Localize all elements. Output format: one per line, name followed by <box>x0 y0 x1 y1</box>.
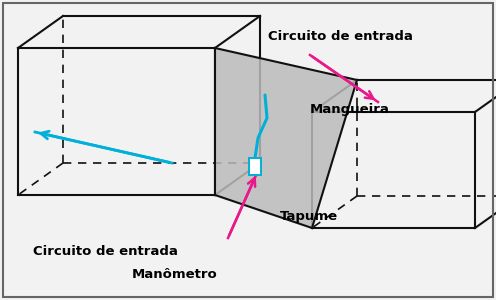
Polygon shape <box>215 48 357 228</box>
Text: Circuito de entrada: Circuito de entrada <box>33 245 178 258</box>
Text: Tapume: Tapume <box>280 210 338 223</box>
Bar <box>249 158 261 175</box>
Text: Circuito de entrada: Circuito de entrada <box>267 30 413 43</box>
Text: Manômetro: Manômetro <box>132 268 218 281</box>
Text: Mangueira: Mangueira <box>310 103 390 116</box>
